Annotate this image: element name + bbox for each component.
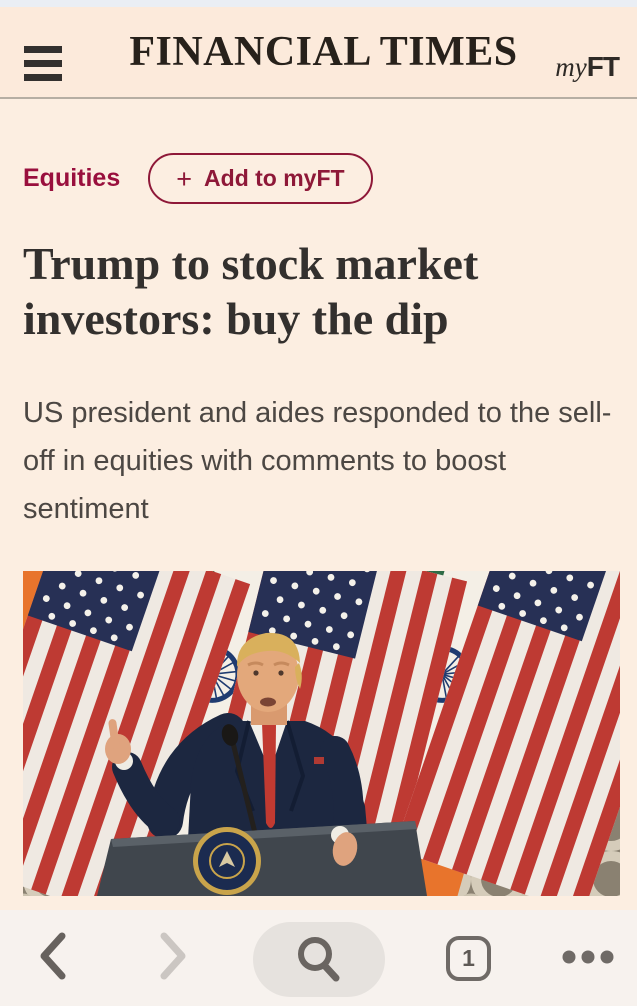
myft-prefix: my	[555, 52, 587, 82]
hamburger-icon	[24, 46, 62, 53]
hamburger-icon	[24, 60, 62, 67]
magnifier-icon	[298, 936, 340, 981]
myft-link[interactable]: myFT	[555, 51, 620, 83]
add-to-myft-button[interactable]: + Add to myFT	[148, 153, 373, 204]
add-to-myft-label: Add to myFT	[204, 165, 345, 191]
resting-hand	[331, 826, 358, 866]
ft-logo[interactable]: FINANCIAL TIMES	[129, 29, 518, 75]
microphone	[221, 724, 258, 834]
section-tag-equities[interactable]: Equities	[23, 164, 121, 192]
status-bar-strip	[0, 0, 637, 7]
tag-row: Equities + Add to myFT	[23, 153, 614, 204]
ellipsis-icon	[562, 950, 614, 964]
forward-button[interactable]	[156, 928, 190, 987]
myft-suffix: FT	[586, 51, 620, 82]
chevron-left-icon	[40, 932, 66, 980]
chevron-right-icon	[160, 932, 186, 980]
browser-menu-button[interactable]	[560, 944, 616, 973]
hamburger-icon	[24, 74, 62, 81]
back-button[interactable]	[36, 928, 70, 987]
tabs-button[interactable]: 1	[446, 936, 491, 981]
article-main: Equities + Add to myFT Trump to stock ma…	[0, 99, 637, 897]
article-photo	[23, 571, 620, 897]
search-button[interactable]	[253, 922, 385, 997]
article-standfirst: US president and aides responded to the …	[23, 397, 612, 525]
article-headline: Trump to stock market investors: buy the…	[23, 238, 479, 344]
plus-icon: +	[176, 163, 193, 194]
ft-header: FINANCIAL TIMES myFT	[0, 7, 637, 99]
speaker-figure	[105, 632, 373, 897]
hamburger-menu-button[interactable]	[24, 44, 62, 89]
tab-count-badge: 1	[462, 945, 475, 971]
